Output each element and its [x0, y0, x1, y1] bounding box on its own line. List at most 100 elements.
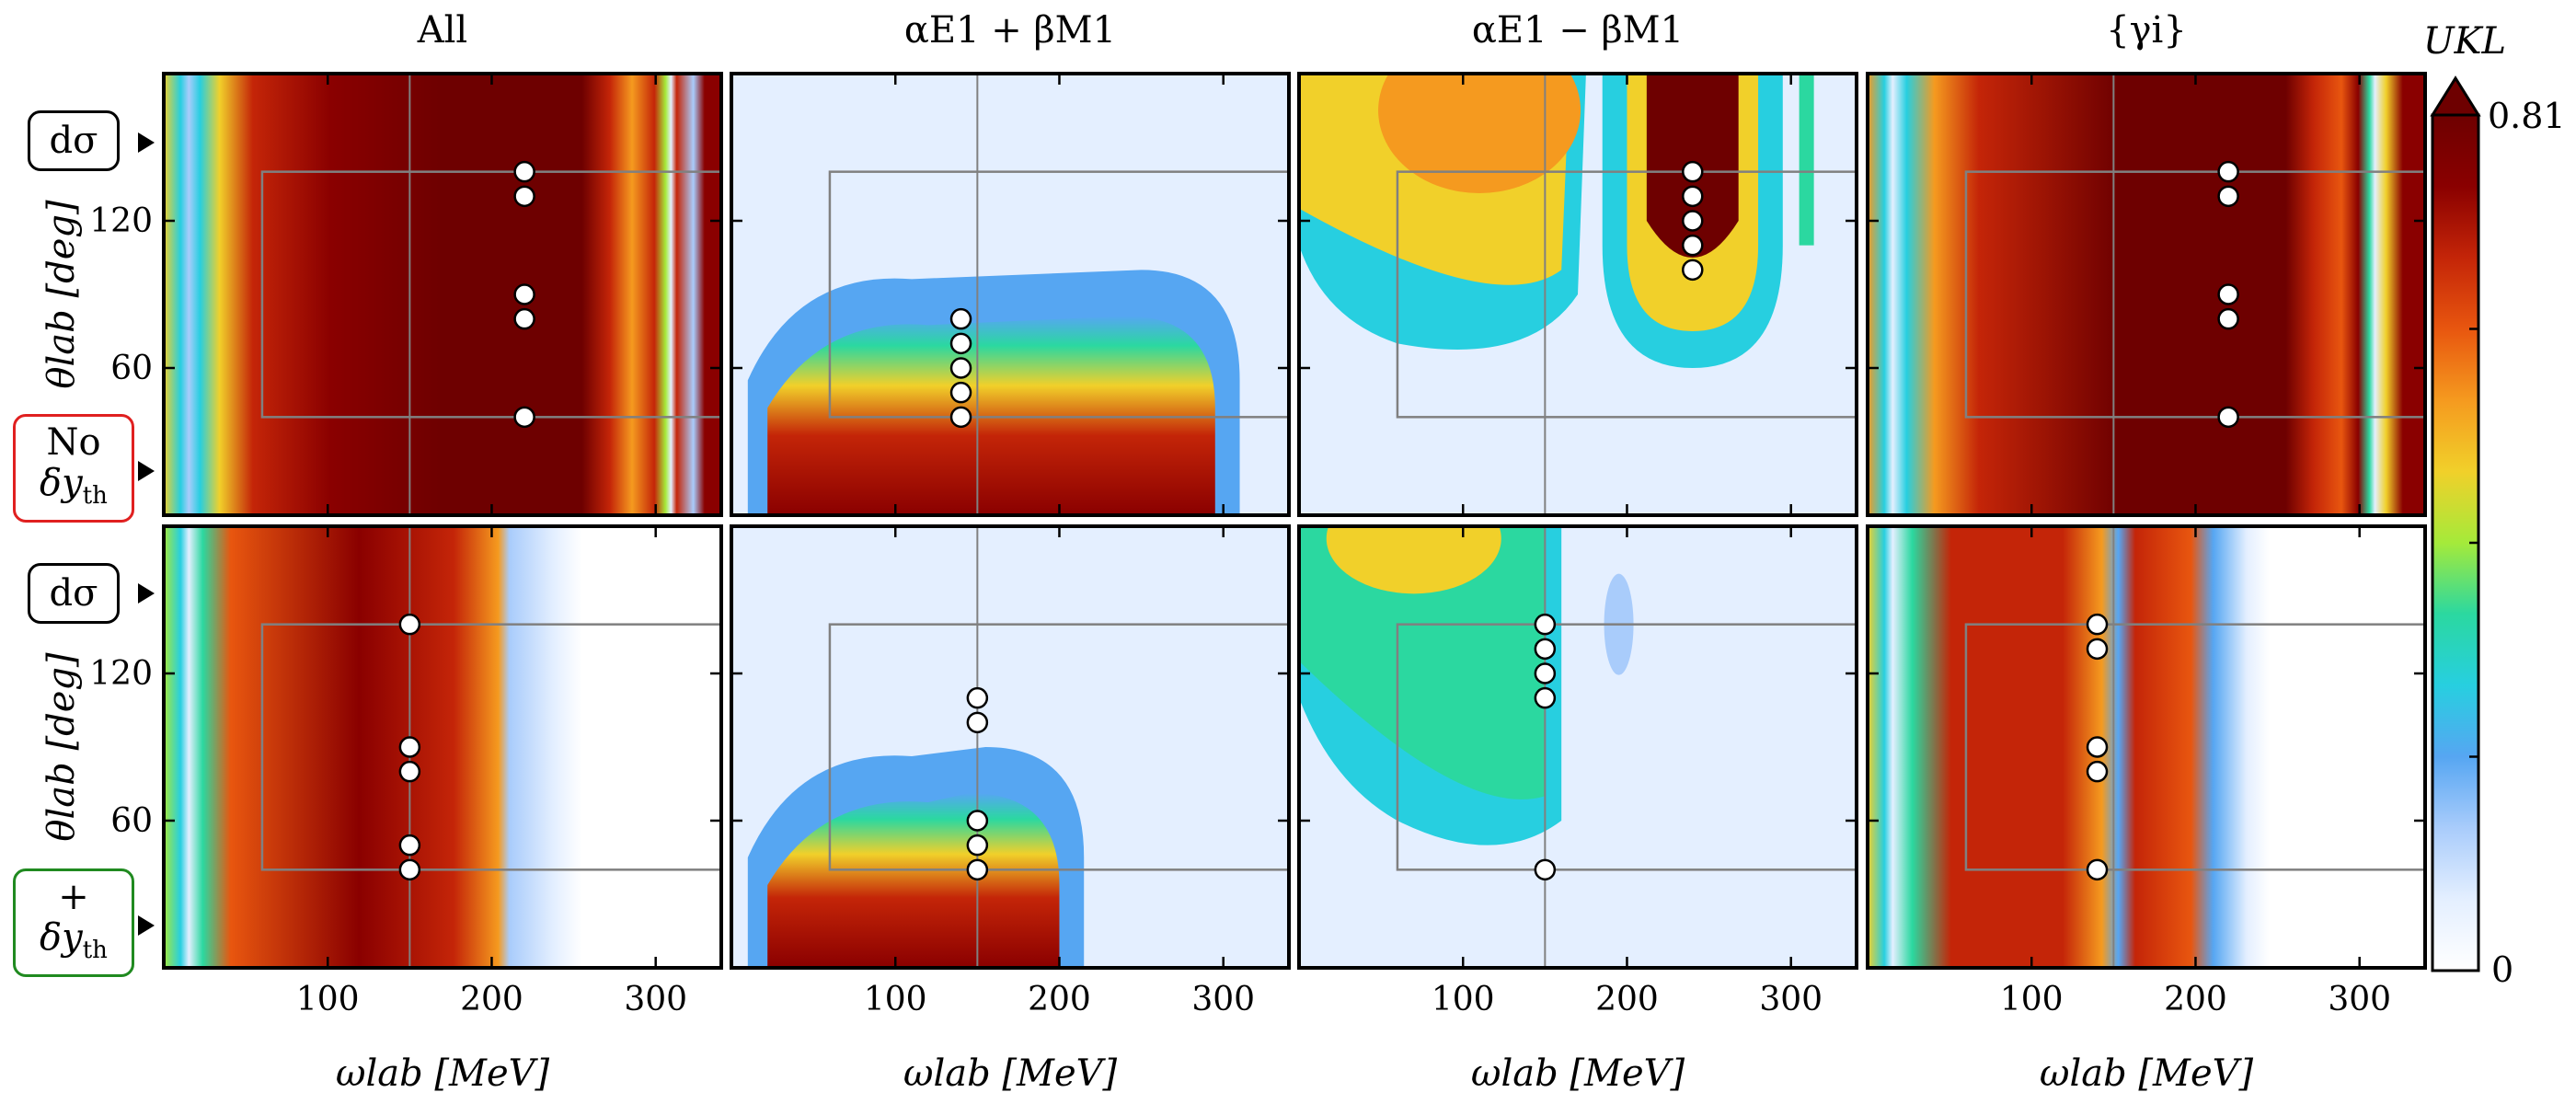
heatmap-panel: [1868, 74, 2425, 515]
design-point: [1534, 686, 1557, 709]
design-point: [966, 810, 989, 832]
panel-frame: [730, 72, 1291, 517]
x-tick-label: 100: [2000, 981, 2064, 1018]
design-point: [513, 185, 535, 208]
design-point: [1682, 234, 1704, 257]
colorbar: 0.81 0 UKL: [2423, 20, 2566, 990]
y-axis-label: θlab [deg]: [40, 200, 83, 389]
design-point: [1682, 160, 1704, 183]
x-tick-label: 300: [1759, 981, 1823, 1018]
y-tick-label: 120: [89, 202, 153, 240]
x-axis-label: ωlab [MeV]: [903, 1052, 1118, 1095]
panel-frame: [1866, 524, 2427, 970]
design-point: [1534, 613, 1557, 636]
design-point: [398, 736, 421, 758]
y-tick-label: 120: [89, 655, 153, 693]
x-tick-label: 100: [296, 981, 360, 1018]
row-arrow-icon: [138, 461, 155, 481]
design-point: [1534, 638, 1557, 661]
heatmap-field: [164, 74, 721, 515]
panel-frame: [1297, 524, 1858, 970]
design-box: [1396, 623, 1857, 871]
heatmap-field: [164, 526, 721, 968]
x-tick-label: 300: [1191, 981, 1255, 1018]
sensitivity-peak: [1378, 74, 1581, 193]
x-tick-label: 100: [864, 981, 927, 1018]
design-point: [398, 613, 421, 636]
design-box: [260, 170, 721, 419]
sensitivity-core: [767, 316, 1215, 515]
design-box: [1964, 623, 2425, 871]
column-title: αE1 + βM1: [904, 9, 1116, 52]
y-axis-label: θlab [deg]: [40, 652, 83, 842]
column-title: αE1 − βM1: [1472, 9, 1684, 52]
row1-no-theory-label: No δyth: [13, 414, 134, 523]
column-title: {γi}: [2106, 9, 2187, 52]
x-tick-label: 200: [460, 981, 523, 1018]
design-point: [2086, 638, 2109, 661]
design-point: [398, 834, 421, 857]
row2-plus-text: +: [58, 876, 89, 918]
x-tick-label: 300: [624, 981, 687, 1018]
x-tick-label: 200: [1028, 981, 1091, 1018]
heatmap-panel: [1868, 526, 2425, 968]
row1-no-text: No: [46, 421, 101, 464]
design-point: [513, 406, 535, 429]
x-tick-label: 300: [2328, 981, 2391, 1018]
row2-dsigma-label: dσ: [28, 563, 120, 624]
x-tick-label: 200: [1595, 981, 1659, 1018]
colorbar-max-label: 0.81: [2488, 96, 2566, 136]
design-point: [2086, 760, 2109, 783]
design-point: [949, 357, 972, 379]
heatmap-panel: [164, 74, 721, 515]
x-axis-label: ωlab [MeV]: [336, 1052, 550, 1095]
design-box: [1964, 170, 2425, 419]
row-arrow-icon: [138, 583, 155, 604]
heatmap-field: [1868, 526, 2425, 968]
design-point: [949, 381, 972, 404]
row1-dsigma-label: dσ: [28, 110, 120, 171]
design-point: [513, 283, 535, 305]
row2-dy-text: δyth: [40, 916, 108, 964]
design-point: [2217, 185, 2239, 208]
colorbar-extend-arrow: [2430, 75, 2481, 117]
x-tick-label: 100: [1432, 981, 1495, 1018]
design-point: [2217, 307, 2239, 330]
row-arrow-icon: [138, 915, 155, 936]
design-point: [966, 834, 989, 857]
heatmap-panel: [731, 526, 1289, 968]
design-point: [2086, 736, 2109, 758]
edge-band: [1799, 74, 1814, 246]
row1-dy-text: δyth: [40, 462, 108, 510]
design-point: [2086, 858, 2109, 881]
x-tick-label: 200: [2164, 981, 2227, 1018]
panel-frame: [1297, 72, 1858, 517]
heatmap-panel: [731, 74, 1289, 515]
design-box: [260, 623, 721, 871]
column-title: All: [417, 9, 467, 52]
panel-frame: [730, 524, 1291, 970]
design-box: [828, 623, 1289, 871]
design-point: [2086, 613, 2109, 636]
row2-plus-theory-label: + δyth: [13, 868, 134, 977]
row-arrow-icon: [138, 132, 155, 153]
design-point: [1682, 185, 1704, 208]
design-box: [1396, 170, 1857, 419]
design-point: [1534, 662, 1557, 684]
panel-frame: [162, 72, 723, 517]
sensitivity-core: [767, 793, 1060, 968]
design-point: [398, 858, 421, 881]
panels-layer: [164, 74, 2425, 968]
design-point: [949, 406, 972, 429]
design-point: [966, 858, 989, 881]
design-point: [513, 160, 535, 183]
design-box: [828, 170, 1289, 419]
design-point: [398, 760, 421, 783]
sensitivity-peak: [1326, 526, 1501, 594]
panel-frame: [162, 524, 723, 970]
sensitivity-core: [1299, 526, 1546, 799]
design-point: [1682, 210, 1704, 232]
heatmap-panel: [1299, 74, 1857, 515]
design-point: [1682, 259, 1704, 282]
